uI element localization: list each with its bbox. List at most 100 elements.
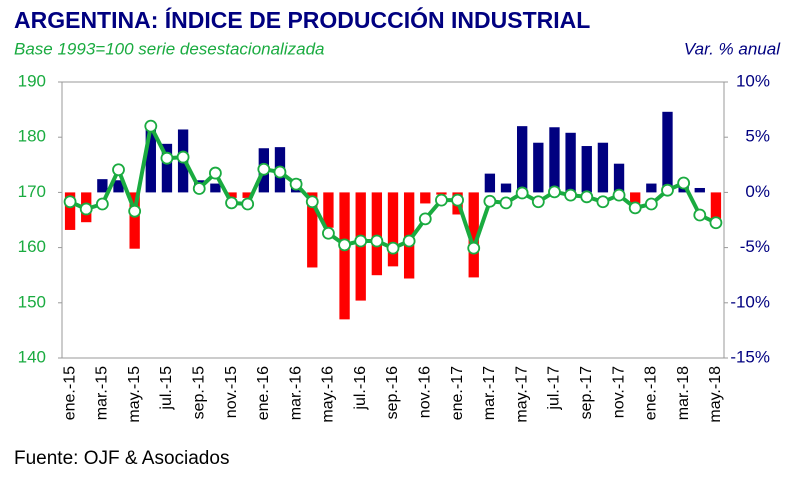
line-marker <box>305 195 319 209</box>
y2-tick-label: 10% <box>736 71 770 90</box>
x-tick-label: may.-17 <box>513 366 530 423</box>
line-marker <box>435 193 448 207</box>
y-tick-label: 140 <box>18 347 46 366</box>
line-marker <box>467 241 481 255</box>
bar <box>710 192 722 219</box>
bar <box>484 173 496 193</box>
x-tick-label: mar.-18 <box>675 366 692 420</box>
bar <box>387 192 399 267</box>
line-marker <box>160 151 174 165</box>
line-marker <box>338 238 351 252</box>
bar <box>145 123 156 193</box>
bar <box>64 192 76 230</box>
bar <box>646 183 657 193</box>
x-tick-label: mar.-17 <box>481 366 498 420</box>
bar <box>323 192 334 228</box>
line-marker <box>451 193 464 207</box>
x-tick-label: nov.-17 <box>610 366 627 418</box>
bar <box>565 132 576 193</box>
line-marker <box>225 196 238 210</box>
bar <box>517 126 528 193</box>
bar <box>500 183 512 193</box>
y-tick-label: 170 <box>18 182 46 201</box>
bar <box>307 192 318 268</box>
line-marker <box>644 197 658 211</box>
x-tick-label: sep.-15 <box>190 366 207 419</box>
line-marker <box>79 202 93 216</box>
bar <box>613 163 625 193</box>
line-marker <box>677 176 691 190</box>
bar <box>242 192 253 198</box>
y2-tick-label: 0% <box>745 182 770 201</box>
line-marker <box>144 119 158 133</box>
bar <box>97 179 108 193</box>
x-tick-label: sep.-17 <box>578 366 595 419</box>
line-marker <box>192 182 206 195</box>
bar <box>371 192 383 276</box>
bar <box>694 187 705 193</box>
x-tick-label: may.-15 <box>126 366 143 423</box>
bar <box>113 180 124 193</box>
line-marker <box>693 208 707 222</box>
x-tick-label: jul.-17 <box>546 366 563 411</box>
bar <box>533 142 544 193</box>
x-tick-label: mar.-16 <box>287 366 304 420</box>
bar <box>662 111 673 193</box>
x-tick-label: ene.-16 <box>255 366 272 420</box>
line-marker <box>176 150 190 164</box>
bar <box>226 192 237 198</box>
x-tick-label: nov.-15 <box>223 366 240 418</box>
y2-tick-label: -15% <box>730 347 770 366</box>
x-tick-label: mar.-15 <box>94 366 111 420</box>
line-marker <box>596 195 610 209</box>
y2-tick-label: -10% <box>730 292 770 311</box>
line-marker <box>661 183 674 197</box>
chart-title: ARGENTINA: ÍNDICE DE PRODUCCIÓN INDUSTRI… <box>14 6 590 33</box>
line-marker <box>273 165 287 179</box>
line-marker <box>612 188 626 202</box>
y2-axis-label: Var. % anual <box>684 39 781 58</box>
line-marker <box>63 195 77 209</box>
x-tick-label: ene.-18 <box>643 366 660 420</box>
plot-frame <box>61 81 725 359</box>
line-marker <box>499 196 513 210</box>
x-tick-label: may.-18 <box>707 366 724 423</box>
bar <box>210 183 221 193</box>
line-marker <box>580 190 594 204</box>
x-tick-label: jul.-15 <box>158 366 175 411</box>
line-marker <box>370 234 384 248</box>
line-marker <box>483 194 497 208</box>
y-tick-label: 160 <box>18 237 46 256</box>
line-marker <box>112 163 125 177</box>
x-tick-label: ene.-17 <box>449 366 466 420</box>
chart-subtitle: Base 1993=100 serie desestacionalizada <box>14 39 324 58</box>
y2-tick-label: 5% <box>745 127 770 146</box>
source-note: Fuente: OJF & Asociados <box>14 448 229 469</box>
y-tick-label: 180 <box>18 127 46 146</box>
y2-tick-label: -5% <box>740 237 770 256</box>
bar <box>468 192 479 278</box>
bar <box>339 192 350 320</box>
line-marker <box>709 216 723 230</box>
line-marker <box>386 241 400 255</box>
line-marker <box>628 201 642 215</box>
bar <box>436 192 447 195</box>
line-marker <box>515 186 529 200</box>
line-marker <box>418 212 432 226</box>
line-marker <box>95 197 109 211</box>
x-tick-label: jul.-16 <box>352 366 369 411</box>
x-tick-label: nov.-16 <box>417 366 434 418</box>
y-tick-label: 190 <box>18 71 46 90</box>
line-marker <box>548 185 561 199</box>
bar <box>581 146 592 193</box>
line-marker <box>208 166 222 180</box>
bar <box>161 143 173 193</box>
line-marker <box>322 226 335 240</box>
bar <box>420 192 431 204</box>
bar <box>549 127 560 193</box>
line-marker <box>128 204 142 218</box>
line-marker <box>289 177 303 191</box>
x-tick-label: sep.-16 <box>384 366 401 419</box>
